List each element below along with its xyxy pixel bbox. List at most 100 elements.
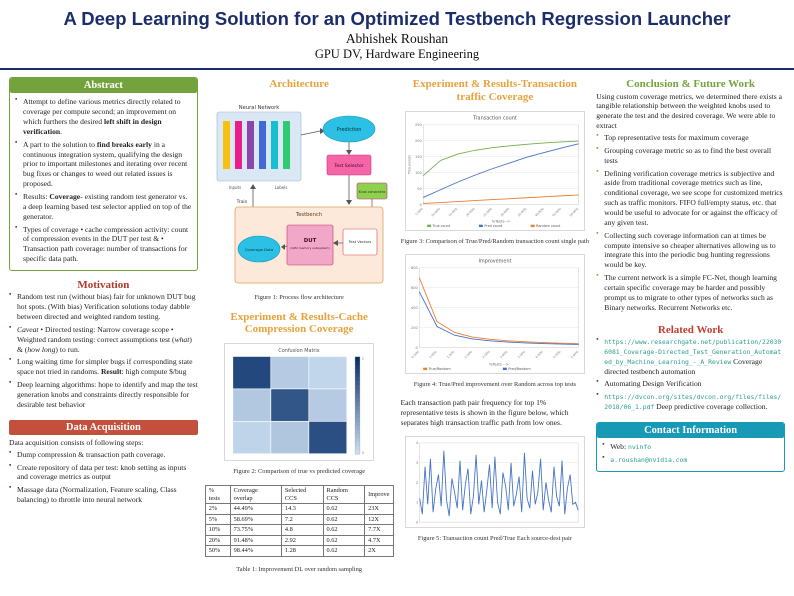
svg-text:1.50%: 1.50% [446, 349, 456, 359]
data-acquisition-item: Create repository of data per test: knob… [9, 462, 198, 483]
cache-results-heading: Experiment & Results-Cache Compression C… [230, 310, 368, 335]
table-cell: 2X [364, 545, 394, 558]
dut-box [286, 224, 334, 265]
related-work-item: https://www.researchgate.net/publication… [596, 336, 785, 376]
table-cell: 73.75% [229, 524, 282, 536]
arrowhead [250, 183, 257, 189]
figure-5: 0 1 2 3 4 [401, 436, 590, 529]
table-cell: 98.44% [229, 545, 282, 558]
svg-text:0: 0 [415, 346, 418, 350]
dut-label: DUT [304, 238, 317, 244]
svg-text:250: 250 [415, 123, 422, 127]
poster-body: Abstract Attempt to define various metri… [0, 70, 794, 596]
svg-text:0: 0 [416, 521, 418, 525]
text-segment: Caveat [17, 324, 39, 334]
svg-text:Pred count: Pred count [484, 224, 503, 228]
related-work-section: Related Work https://www.researchgate.ne… [596, 323, 785, 415]
column-2: Architecture Neural Network Inputs Label… [204, 77, 394, 591]
svg-text:2: 2 [416, 481, 418, 485]
related-work-item: Automating Design Verification [596, 378, 785, 389]
abstract-item: Types of coverage • cache compression ac… [15, 224, 192, 264]
contact-section: Contact Information Web: nvinfo a.rousha… [596, 421, 785, 472]
transaction-count-chart: 0 50 100 150 200 250 5.00% 10.00% 15.00% 20.00% 25… [404, 110, 585, 231]
svg-text:0.50%: 0.50% [410, 349, 420, 359]
svg-text:50: 50 [417, 187, 422, 191]
motivation-heading: Motivation [77, 279, 130, 292]
svg-text:5.00%: 5.00% [570, 349, 580, 359]
table-1-caption: Table 1: Improvement DL over random samp… [236, 566, 362, 574]
conclusion-heading: Conclusion & Future Work [626, 78, 756, 91]
svg-text:1.00%: 1.00% [428, 349, 438, 359]
svg-text:True/Random: True/Random [428, 367, 451, 371]
svg-text:600: 600 [411, 286, 418, 290]
text-segment: left shift in design verification [23, 116, 162, 136]
poster-title: A Deep Learning Solution for an Optimize… [63, 8, 731, 29]
svg-text:100: 100 [415, 171, 422, 175]
text-segment: - existing random test generator vs. a d… [23, 192, 192, 221]
table-cell: 7.7X [364, 524, 394, 536]
arrowhead [320, 127, 326, 134]
architecture-diagram: Neural Network Inputs Labels Predict [216, 105, 388, 283]
text-segment: Web: [610, 441, 628, 451]
transaction-paragraph: Each transaction path pair frequency for… [400, 397, 569, 427]
table-cell: 0.62 [322, 534, 366, 547]
table-row: 20% 91.48% 2.92 0.62 4.7X [204, 534, 394, 547]
transaction-results-heading: Experiment & Results-Transaction traffic… [412, 78, 577, 103]
svg-text:150: 150 [415, 155, 422, 159]
related-work-heading: Related Work [657, 323, 724, 336]
table-cell: Selected CCS [280, 485, 324, 505]
abstract-item: Results: Coverage- existing random test … [15, 191, 192, 222]
svg-text:4.50%: 4.50% [552, 349, 562, 359]
svg-text:2.50%: 2.50% [481, 349, 491, 359]
data-acquisition-item: Dump compression & transaction path cove… [9, 449, 198, 460]
contact-email: a.roushan@nvidia.com [602, 454, 779, 465]
conclusion-item: Top representative tests for maximum cov… [596, 132, 785, 143]
table-row: 2% 44.49% 14.3 0.62 23X [204, 503, 394, 515]
svg-text:Improvement: Improvement [478, 258, 511, 264]
data-acquisition-section: Data Acquisition Data acquisition consis… [9, 419, 198, 508]
data-acquisition-heading: Data Acquisition [9, 419, 198, 435]
svg-text:25.00%: 25.00% [482, 206, 493, 217]
text-segment: : high compute $/bug [121, 367, 187, 377]
table-row: 50% 98.44% 1.28 0.62 2X [204, 545, 394, 558]
arrowhead [346, 149, 353, 155]
labels-label: Labels [275, 185, 288, 190]
nn-layer-bar [235, 120, 243, 169]
table-cell: 91.48% [229, 534, 282, 547]
table-cell: 2% [204, 503, 231, 515]
data-acquisition-list: Dump compression & transaction path cove… [9, 449, 198, 505]
text-segment: Deep predictive coverage collection. [654, 402, 768, 412]
abstract-body: Attempt to define various metrics direct… [10, 93, 197, 270]
svg-text:2.00%: 2.00% [464, 349, 474, 359]
table-cell: 44.49% [229, 503, 282, 515]
abstract-list: Attempt to define various metrics direct… [15, 96, 192, 264]
svg-text:15.00%: 15.00% [448, 206, 459, 217]
table-cell: 2.92 [280, 534, 324, 547]
motivation-item: Deep learning algorithms: hope to identi… [9, 379, 198, 410]
table-cell: 7.2 [280, 513, 324, 526]
conclusion-list: Top representative tests for maximum cov… [596, 132, 785, 313]
svg-text:3.00%: 3.00% [499, 349, 509, 359]
related-work-item: https://dvcon.org/sites/dvcon.org/files/… [596, 391, 785, 412]
motivation-section: Motivation Random test run (without bias… [9, 278, 198, 413]
svg-text:Pred/Random: Pred/Random [508, 367, 530, 371]
svg-text:45.00%: 45.00% [551, 206, 562, 217]
author-name: Abhishek Roushan [345, 31, 449, 47]
text-segment: . [60, 126, 63, 136]
svg-text:20.00%: 20.00% [465, 206, 476, 217]
text-segment: what [174, 334, 190, 344]
poster-header: A Deep Learning Solution for an Optimize… [0, 0, 794, 71]
data-acquisition-intro: Data acquisition consists of following s… [9, 437, 144, 447]
confusion-matrix-heatmap: Confusion Matrix 1 0 [224, 343, 375, 462]
arrowhead [346, 199, 353, 205]
arrow-nn-to-prediction [301, 130, 321, 135]
inputs-label: Inputs [229, 185, 241, 190]
table-cell: 12X [364, 513, 394, 526]
pred-true-pair-chart: 0 1 2 3 4 [404, 436, 585, 529]
conclusion-item: Collecting such coverage information can… [596, 230, 785, 270]
test-vectors-box [342, 228, 378, 255]
text-segment: how long [27, 344, 56, 354]
column-1: Abstract Attempt to define various metri… [9, 77, 198, 591]
figure-1: Neural Network Inputs Labels Predict [205, 99, 394, 287]
nn-layer-bar [271, 120, 279, 169]
